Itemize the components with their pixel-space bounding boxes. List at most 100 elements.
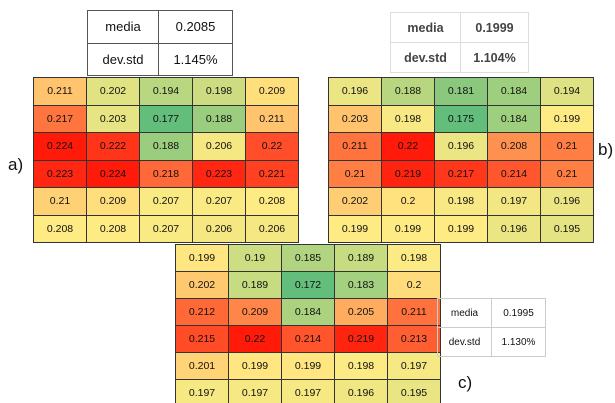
heat-cell: 0.221 bbox=[245, 159, 299, 188]
heat-cell: 0.197 bbox=[175, 379, 229, 403]
heat-cell: 0.215 bbox=[175, 325, 229, 353]
heat-cell: 0.196 bbox=[540, 187, 594, 216]
heat-cell: 0.21 bbox=[328, 159, 382, 188]
heat-cell: 0.172 bbox=[281, 271, 335, 299]
heat-cell: 0.224 bbox=[33, 132, 87, 161]
heat-cell: 0.21 bbox=[33, 187, 87, 216]
heat-cell: 0.196 bbox=[328, 77, 382, 106]
heat-cell: 0.183 bbox=[334, 271, 388, 299]
heat-cell: 0.181 bbox=[434, 77, 488, 106]
heat-cell: 0.197 bbox=[228, 379, 282, 403]
heat-cell: 0.194 bbox=[139, 77, 193, 106]
heat-cell: 0.184 bbox=[281, 298, 335, 326]
heat-cell: 0.21 bbox=[540, 132, 594, 161]
heat-cell: 0.206 bbox=[192, 214, 246, 243]
heat-cell: 0.22 bbox=[228, 325, 282, 353]
heat-cell: 0.197 bbox=[281, 379, 335, 403]
heat-cell: 0.209 bbox=[86, 187, 140, 216]
heat-cell: 0.2 bbox=[387, 271, 441, 299]
heat-cell: 0.206 bbox=[245, 214, 299, 243]
stat-name: dev.std bbox=[390, 42, 461, 73]
heat-cell: 0.214 bbox=[281, 325, 335, 353]
heat-cell: 0.202 bbox=[86, 77, 140, 106]
heat-cell: 0.194 bbox=[540, 77, 594, 106]
heat-cell: 0.208 bbox=[487, 132, 541, 161]
stat-value: 1.104% bbox=[460, 42, 529, 73]
heat-cell: 0.175 bbox=[434, 104, 488, 133]
heat-cell: 0.212 bbox=[175, 298, 229, 326]
heat-cell: 0.224 bbox=[86, 159, 140, 188]
stat-name: media bbox=[87, 10, 159, 44]
heat-cell: 0.188 bbox=[381, 77, 435, 106]
heat-cell: 0.198 bbox=[381, 104, 435, 133]
heat-cell: 0.218 bbox=[139, 159, 193, 188]
heat-cell: 0.199 bbox=[175, 244, 229, 272]
heat-cell: 0.188 bbox=[139, 132, 193, 161]
heat-cell: 0.189 bbox=[334, 244, 388, 272]
heat-cell: 0.208 bbox=[245, 187, 299, 216]
heat-cell: 0.21 bbox=[540, 159, 594, 188]
panel-label: c) bbox=[458, 373, 473, 392]
heat-cell: 0.185 bbox=[281, 244, 335, 272]
heat-cell: 0.184 bbox=[487, 104, 541, 133]
heat-cell: 0.217 bbox=[33, 104, 87, 133]
heat-cell: 0.198 bbox=[192, 77, 246, 106]
heat-cell: 0.196 bbox=[434, 132, 488, 161]
heat-cell: 0.207 bbox=[192, 187, 246, 216]
heat-cell: 0.211 bbox=[33, 77, 87, 106]
heat-cell: 0.209 bbox=[245, 77, 299, 106]
stat-name: dev.std bbox=[87, 42, 159, 76]
heat-cell: 0.197 bbox=[487, 187, 541, 216]
heat-cell: 0.199 bbox=[540, 104, 594, 133]
heat-cell: 0.206 bbox=[192, 132, 246, 161]
heat-cell: 0.219 bbox=[381, 159, 435, 188]
heat-cell: 0.197 bbox=[387, 352, 441, 380]
heat-cell: 0.195 bbox=[387, 379, 441, 403]
heat-cell: 0.195 bbox=[540, 214, 594, 243]
heat-cell: 0.22 bbox=[381, 132, 435, 161]
stat-name: media bbox=[437, 298, 492, 328]
stat-value: 0.1995 bbox=[491, 298, 546, 328]
heat-cell: 0.198 bbox=[434, 187, 488, 216]
heat-cell: 0.199 bbox=[281, 352, 335, 380]
heat-cell: 0.2 bbox=[381, 187, 435, 216]
stat-value: 0.2085 bbox=[158, 10, 233, 44]
heat-cell: 0.198 bbox=[334, 352, 388, 380]
panel-label: b) bbox=[598, 140, 614, 159]
heat-cell: 0.199 bbox=[328, 214, 382, 243]
heat-cell: 0.214 bbox=[487, 159, 541, 188]
heat-cell: 0.222 bbox=[86, 132, 140, 161]
heat-cell: 0.205 bbox=[334, 298, 388, 326]
heat-cell: 0.199 bbox=[228, 352, 282, 380]
heat-cell: 0.201 bbox=[175, 352, 229, 380]
heat-cell: 0.202 bbox=[328, 187, 382, 216]
heat-cell: 0.203 bbox=[328, 104, 382, 133]
heat-cell: 0.188 bbox=[192, 104, 246, 133]
stat-name: dev.std bbox=[437, 327, 492, 357]
heat-cell: 0.177 bbox=[139, 104, 193, 133]
stat-value: 1.145% bbox=[158, 42, 233, 76]
heat-cell: 0.211 bbox=[387, 298, 441, 326]
panel-label: a) bbox=[8, 155, 24, 174]
heat-cell: 0.208 bbox=[86, 214, 140, 243]
stat-name: media bbox=[390, 12, 461, 43]
heat-cell: 0.184 bbox=[487, 77, 541, 106]
heat-cell: 0.219 bbox=[334, 325, 388, 353]
heat-cell: 0.196 bbox=[334, 379, 388, 403]
stat-value: 1.130% bbox=[491, 327, 546, 357]
heat-cell: 0.223 bbox=[33, 159, 87, 188]
stat-value: 0.1999 bbox=[460, 12, 529, 43]
heat-cell: 0.207 bbox=[139, 214, 193, 243]
heat-cell: 0.211 bbox=[245, 104, 299, 133]
heat-cell: 0.19 bbox=[228, 244, 282, 272]
heat-cell: 0.223 bbox=[192, 159, 246, 188]
heat-cell: 0.211 bbox=[328, 132, 382, 161]
heat-cell: 0.213 bbox=[387, 325, 441, 353]
heat-cell: 0.217 bbox=[434, 159, 488, 188]
heat-cell: 0.22 bbox=[245, 132, 299, 161]
heat-cell: 0.209 bbox=[228, 298, 282, 326]
heat-cell: 0.196 bbox=[487, 214, 541, 243]
heat-cell: 0.203 bbox=[86, 104, 140, 133]
heat-cell: 0.207 bbox=[139, 187, 193, 216]
